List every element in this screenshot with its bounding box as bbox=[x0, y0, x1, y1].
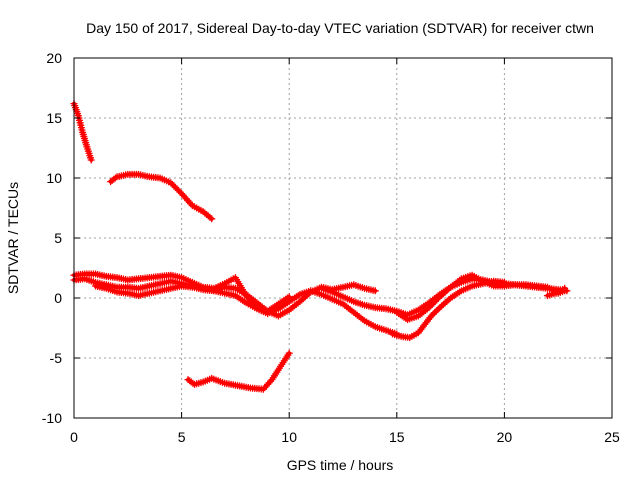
x-tick-label: 20 bbox=[497, 429, 513, 445]
series-arc-10 bbox=[543, 284, 569, 300]
data-point-marker bbox=[176, 188, 184, 196]
data-point-marker bbox=[433, 296, 441, 304]
data-point-marker bbox=[427, 302, 435, 310]
data-point-marker bbox=[428, 301, 436, 309]
data-point-marker bbox=[171, 183, 179, 191]
series-arc-2 bbox=[107, 170, 216, 223]
grid-layer bbox=[74, 58, 612, 418]
series-arc-3 bbox=[184, 349, 293, 393]
data-point-marker bbox=[173, 185, 181, 193]
y-tick-label: 5 bbox=[54, 230, 62, 246]
data-point-marker bbox=[561, 284, 569, 292]
y-tick-label: 10 bbox=[46, 170, 62, 186]
y-tick-label: 20 bbox=[46, 50, 62, 66]
data-point-marker bbox=[111, 174, 119, 182]
x-tick-label: 0 bbox=[70, 429, 78, 445]
data-point-marker bbox=[500, 278, 508, 286]
data-point-marker bbox=[431, 297, 439, 305]
data-point-marker bbox=[175, 187, 183, 195]
series-arc-6 bbox=[92, 282, 401, 338]
data-layer bbox=[70, 100, 571, 393]
data-point-marker bbox=[170, 182, 178, 190]
data-point-marker bbox=[168, 180, 176, 188]
data-point-marker bbox=[434, 294, 442, 302]
x-axis-label: GPS time / hours bbox=[287, 457, 394, 473]
x-tick-label: 15 bbox=[389, 429, 405, 445]
x-tick-label: 25 bbox=[604, 429, 620, 445]
data-point-marker bbox=[371, 287, 379, 295]
y-tick-label: 15 bbox=[46, 110, 62, 126]
x-tick-label: 5 bbox=[178, 429, 186, 445]
y-axis-label: SDTVAR / TECUs bbox=[5, 182, 21, 294]
x-tick-label: 10 bbox=[281, 429, 297, 445]
tick-layer: 0 5 10 15 20 25 -10 -5 0 5 10 15 20 bbox=[42, 50, 620, 445]
y-tick-label: -10 bbox=[42, 410, 62, 426]
y-tick-label: 0 bbox=[54, 290, 62, 306]
series-arc-9 bbox=[388, 277, 508, 342]
data-point-marker bbox=[167, 179, 175, 187]
y-tick-label: -5 bbox=[50, 350, 63, 366]
data-point-marker bbox=[87, 156, 95, 164]
data-point-marker bbox=[426, 314, 434, 322]
chart-title: Day 150 of 2017, Sidereal Day-to-day VTE… bbox=[86, 20, 594, 36]
data-point-marker bbox=[425, 304, 433, 312]
data-point-marker bbox=[430, 299, 438, 307]
data-point-marker bbox=[208, 215, 216, 223]
data-point-marker bbox=[285, 349, 293, 357]
